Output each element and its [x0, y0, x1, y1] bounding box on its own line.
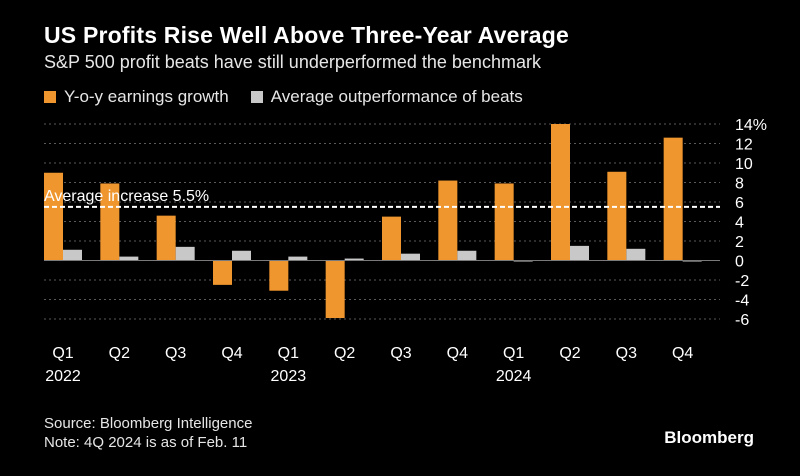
x-tick-label: Q3	[390, 345, 411, 362]
x-tick-label: Q3	[165, 345, 186, 362]
x-tick-label: Q4	[221, 345, 242, 362]
bar-outperformance	[288, 256, 308, 261]
legend-swatch-outperformance	[250, 91, 263, 103]
y-tick-label: 0	[735, 254, 744, 271]
legend-label-earnings-growth: Y-o-y earnings growth	[64, 87, 229, 106]
bar-outperformance	[401, 253, 420, 261]
bar-earnings-growth	[607, 171, 627, 261]
y-tick-label: 8	[735, 176, 744, 193]
bar-outperformance	[344, 258, 364, 261]
y-tick-label: 12	[735, 137, 753, 154]
x-tick-label: Q4	[672, 345, 693, 362]
bar-earnings-growth	[269, 260, 289, 291]
y-tick-label: 2	[735, 234, 744, 251]
bar-earnings-growth	[44, 172, 63, 261]
y-tick-label: 10	[735, 156, 753, 173]
source-note: Source: Bloomberg Intelligence	[44, 415, 253, 432]
x-tick-label: Q3	[616, 345, 637, 362]
chart-title: US Profits Rise Well Above Three-Year Av…	[44, 22, 569, 48]
legend-item-earnings-growth: Y-o-y earnings growth	[44, 87, 229, 107]
y-tick-label: 4	[735, 215, 744, 232]
bar-earnings-growth	[213, 260, 232, 285]
average-reference-label: Average increase 5.5%	[44, 188, 209, 205]
y-tick-label: -2	[735, 273, 749, 290]
bar-outperformance	[175, 246, 195, 261]
legend-swatch-earnings-growth	[44, 91, 56, 103]
bar-outperformance	[626, 248, 646, 261]
x-year-label: 2022	[45, 368, 81, 385]
bar-earnings-growth	[100, 183, 120, 261]
bar-earnings-growth	[551, 124, 570, 261]
bar-earnings-growth	[663, 137, 683, 261]
date-note: Note: 4Q 2024 is as of Feb. 11	[44, 434, 248, 451]
legend-label-outperformance: Average outperformance of beats	[270, 87, 523, 106]
x-tick-label: Q1	[503, 345, 524, 362]
footer: Source: Bloomberg Intelligence Note: 4Q …	[44, 414, 252, 452]
bar-outperformance	[119, 256, 139, 261]
bloomberg-logo: Bloomberg	[664, 428, 754, 447]
x-tick-label: Q2	[559, 345, 580, 362]
x-year-label: 2024	[496, 368, 532, 385]
x-tick-label: Q4	[447, 345, 468, 362]
bar-earnings-growth	[156, 215, 176, 261]
x-tick-label: Q1	[278, 345, 299, 362]
bar-outperformance	[63, 249, 82, 261]
bar-earnings-growth	[494, 183, 514, 261]
x-tick-label: Q1	[52, 345, 73, 362]
y-tick-label: 6	[735, 195, 744, 212]
x-tick-label: Q2	[109, 345, 130, 362]
bar-outperformance	[232, 250, 251, 261]
y-tick-label: -4	[735, 293, 749, 310]
legend-item-outperformance: Average outperformance of beats	[250, 87, 523, 107]
bar-earnings-growth	[325, 260, 345, 319]
bar-outperformance	[570, 245, 589, 261]
legend: Y-o-y earnings growth Average outperform…	[44, 87, 545, 107]
y-tick-label: 14%	[735, 117, 767, 134]
chart-subtitle: S&P 500 profit beats have still underper…	[44, 52, 541, 72]
y-tick-label: -6	[735, 312, 749, 329]
bar-outperformance	[457, 250, 477, 261]
bar-earnings-growth	[438, 180, 458, 261]
bar-earnings-growth	[382, 216, 401, 261]
x-year-label: 2023	[271, 368, 307, 385]
x-tick-label: Q2	[334, 345, 355, 362]
